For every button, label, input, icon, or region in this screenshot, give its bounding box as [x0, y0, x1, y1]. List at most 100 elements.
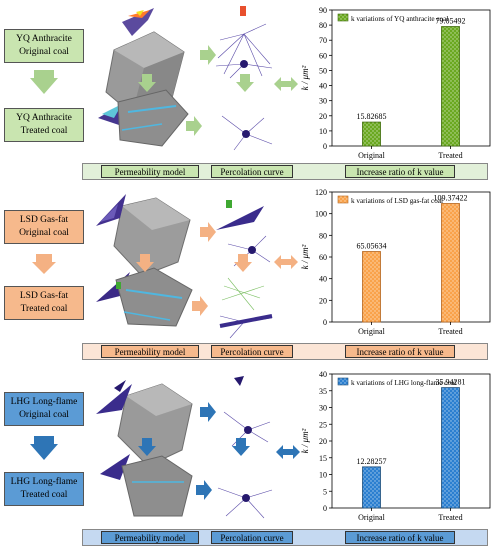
lsd-tag-increase-ratio: Increase ratio of k value [345, 345, 455, 358]
yq-original-title: YQ Anthracite [16, 34, 72, 44]
lsd-double-arrow-icon [274, 255, 298, 269]
y-tick-label: 80 [319, 21, 327, 30]
lsd-chart: 0 20 40 60 80 100 120 k / μm² 65.05634 Original 10… [298, 186, 494, 347]
yq-treated-label-box: YQ Anthracite Treated coal [4, 108, 84, 142]
yq-bottom-bar: Permeability model Percolation curve Inc… [82, 163, 488, 180]
yq-right-arrow-icon-2 [186, 116, 202, 136]
lhg-bar-chart: 0 5 10 15 20 25 30 35 40 k / μm² 12.28257 Original 3… [300, 370, 491, 522]
lhg-permeability-model-image [96, 380, 193, 517]
lsd-treated-subtitle: Treated coal [20, 304, 68, 314]
bar-value-label: 79.05492 [436, 17, 466, 26]
lsd-down-arrow-icon [32, 254, 56, 274]
yq-right-arrow-icon-1 [200, 45, 216, 65]
lhg-treated-label-box: LHG Long-flame Treated coal [4, 472, 84, 506]
legend-label: k variations of YQ anthracite coal [351, 15, 448, 23]
lsd-original-label-box: LSD Gas-fat Original coal [4, 210, 84, 244]
bar [362, 251, 381, 323]
y-tick-label: 0 [323, 318, 327, 327]
bar-value-label: 15.82685 [357, 112, 387, 121]
lhg-tag-increase-ratio: Increase ratio of k value [345, 531, 455, 544]
y-tick-label: 120 [315, 188, 327, 197]
lsd-bar-chart: 0 20 40 60 80 100 120 k / μm² 65.05634 Original 10… [300, 188, 491, 336]
plot-frame [331, 9, 491, 147]
yq-original-subtitle: Original coal [19, 47, 69, 57]
y-tick-label: 70 [319, 36, 327, 45]
legend-swatch [337, 377, 349, 386]
plot-frame [331, 191, 491, 323]
lhg-treated-title: LHG Long-flame [10, 477, 78, 487]
yq-percolation-curve-image [215, 6, 273, 151]
lhg-down-arrow-icon [30, 436, 58, 460]
y-tick-label: 20 [319, 296, 327, 305]
lsd-tag-percolation-curve: Percolation curve [211, 345, 293, 358]
lhg-right-arrow-icon-1 [200, 402, 216, 422]
legend-swatch [337, 195, 349, 204]
lsd-right-arrow-icon-2 [192, 296, 208, 316]
yq-original-label-box: YQ Anthracite Original coal [4, 29, 84, 63]
yq-treated-title: YQ Anthracite [16, 113, 72, 123]
lhg-tag-permeability-model: Permeability model [101, 531, 199, 544]
y-tick-label: 30 [319, 404, 327, 413]
lhg-down-arrow-small-icon-2 [232, 438, 250, 456]
lsd-panel: LSD Gas-fat Original coal LSD Gas-fat Tr… [0, 186, 496, 366]
y-tick-label: 30 [319, 97, 327, 106]
lsd-percolation-curve-image [216, 200, 273, 339]
plot-frame [331, 373, 491, 509]
y-tick-label: 60 [319, 253, 327, 262]
y-tick-label: 20 [319, 112, 327, 121]
y-tick-label: 100 [315, 210, 327, 219]
yq-bar-chart: 0 10 20 30 40 50 60 70 80 90 k / μm² 15.82685 Origin… [300, 6, 491, 160]
y-tick-label: 50 [319, 66, 327, 75]
lsd-treated-title: LSD Gas-fat [19, 291, 69, 301]
y-tick-label: 0 [323, 504, 327, 513]
lsd-down-arrow-small-icon-1 [136, 254, 154, 272]
lhg-original-subtitle: Original coal [19, 410, 69, 420]
lsd-down-arrow-small-icon-2 [234, 254, 252, 272]
legend-swatch [337, 13, 349, 22]
x-tick-label: Treated [438, 151, 462, 160]
chart-legend: k variations of LSD gas-fat coal [337, 195, 443, 205]
yq-permeability-model-image [98, 8, 189, 147]
lsd-original-title: LSD Gas-fat [19, 215, 69, 225]
y-tick-label: 40 [319, 370, 327, 379]
bar-value-label: 12.28257 [357, 457, 387, 466]
yq-tag-permeability-model: Permeability model [101, 165, 199, 178]
lhg-tag-percolation-curve: Percolation curve [211, 531, 293, 544]
y-tick-label: 25 [319, 420, 327, 429]
x-tick-label: Original [358, 513, 385, 522]
y-tick-label: 0 [323, 142, 327, 151]
y-tick-label: 10 [319, 471, 327, 480]
bar-value-label: 35.94281 [436, 378, 466, 387]
y-tick-label: 40 [319, 82, 327, 91]
bar [441, 26, 460, 147]
y-tick-label: 60 [319, 51, 327, 60]
y-axis-label: k / μm² [300, 65, 310, 90]
y-axis-label: k / μm² [300, 428, 310, 453]
y-tick-label: 10 [319, 127, 327, 136]
lsd-treated-label-box: LSD Gas-fat Treated coal [4, 286, 84, 320]
lhg-percolation-curve-image [217, 376, 273, 519]
lhg-down-arrow-small-icon-1 [138, 438, 156, 456]
yq-down-arrow-small-icon-1 [138, 74, 156, 92]
y-tick-label: 80 [319, 231, 327, 240]
x-tick-label: Original [358, 151, 385, 160]
lsd-permeability-model-image [96, 194, 193, 327]
bar [441, 387, 460, 509]
yq-treated-subtitle: Treated coal [20, 126, 68, 136]
lhg-original-label-box: LHG Long-flame Original coal [4, 392, 84, 426]
chart-legend: k variations of YQ anthracite coal [337, 13, 448, 23]
lsd-tag-permeability-model: Permeability model [101, 345, 199, 358]
bar [362, 121, 381, 147]
yq-chart: 0 10 20 30 40 50 60 70 80 90 k / μm² 15.82685 Origin… [298, 4, 494, 171]
x-tick-label: Treated [438, 513, 462, 522]
lhg-panel: LHG Long-flame Original coal LHG Long-fl… [0, 368, 496, 550]
bar [362, 466, 381, 509]
yq-panel: YQ Anthracite Original coal YQ Anthracit… [0, 0, 496, 182]
chart-legend: k variations of LHG long-flame coal [337, 377, 456, 387]
y-tick-label: 20 [319, 437, 327, 446]
y-tick-label: 90 [319, 6, 327, 15]
yq-tag-increase-ratio: Increase ratio of k value [345, 165, 455, 178]
lhg-double-arrow-icon [276, 445, 300, 459]
y-axis-label: k / μm² [300, 244, 310, 269]
lhg-treated-subtitle: Treated coal [20, 490, 68, 500]
